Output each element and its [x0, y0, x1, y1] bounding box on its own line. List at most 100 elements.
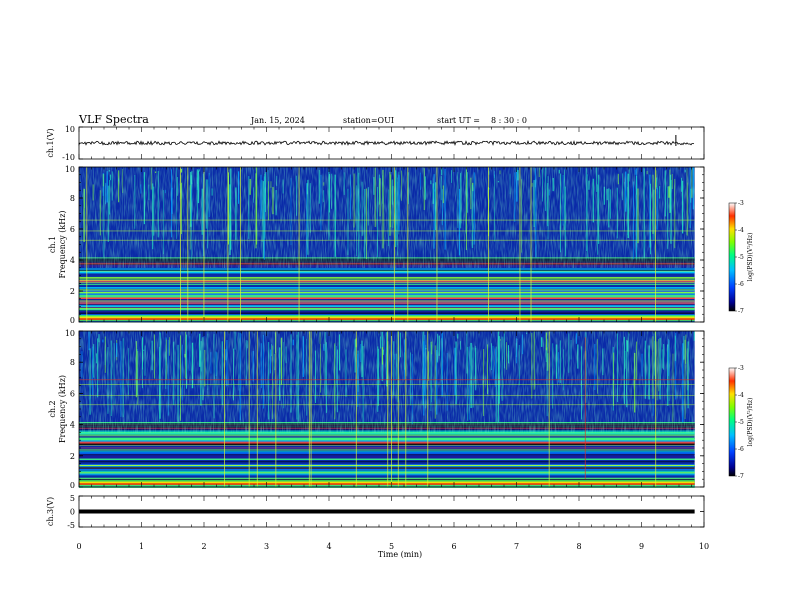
- colorbar-tick-label: -3: [738, 200, 744, 207]
- tone-line: [79, 404, 695, 406]
- y-tick-label: -5: [67, 521, 75, 530]
- y-axis-label-line: ch.1: [48, 236, 57, 253]
- y-axis-label: ch.1(V): [46, 128, 55, 157]
- spectral-band: [79, 289, 695, 291]
- spectral-band: [79, 437, 695, 441]
- ch1-waveform-panel: ch.1(V) 10 -10: [46, 125, 705, 162]
- spectral-band: [79, 457, 695, 461]
- y-tick-label: 6: [70, 389, 75, 398]
- ch3-waveform-panel: ch.3(V) 5 0 -5: [46, 494, 705, 530]
- low-freq-band: [79, 483, 695, 486]
- ch1-waveform-trace: [78, 140, 695, 147]
- tone-line: [79, 230, 695, 232]
- spectral-band: [79, 432, 695, 434]
- y-tick-label: 4: [70, 421, 75, 430]
- spectral-band: [79, 304, 695, 307]
- tone-line: [79, 280, 695, 281]
- noise-texture: [79, 167, 695, 268]
- colorbar-tick-label: -5: [738, 254, 744, 261]
- colorbar-tick-label: -7: [738, 308, 744, 315]
- spectral-band: [79, 292, 695, 294]
- spectral-band: [79, 297, 695, 300]
- y-axis-label: ch.1Frequency (kHz): [48, 210, 67, 278]
- x-tick-label: 10: [699, 542, 709, 551]
- tone-line: [79, 435, 695, 437]
- y-tick-label: 8: [70, 194, 75, 203]
- spectral-band: [79, 474, 695, 476]
- x-tick-label: 6: [451, 542, 456, 551]
- spectral-band: [79, 284, 695, 286]
- spectral-band: [79, 461, 695, 463]
- y-axis-label: ch.2Frequency (kHz): [48, 375, 67, 443]
- y-tick-label: -10: [62, 153, 75, 162]
- y-axis-label-line: ch.2: [48, 400, 57, 417]
- ch2-colorbar: -3 -4 -5 -6 -7 log(PSD)(V²/Hz): [728, 365, 754, 480]
- tone-line: [79, 219, 695, 221]
- y-tick-label: 2: [70, 287, 75, 296]
- colorbar-tick-label: -7: [738, 473, 744, 480]
- colorbar-tick-label: -6: [738, 281, 744, 288]
- date-label: Jan. 15, 2024: [250, 116, 305, 125]
- noise-texture: [79, 331, 695, 433]
- spectral-band: [79, 457, 695, 459]
- y-axis-label: ch.3(V): [46, 497, 55, 526]
- time-axis: 0 1 2 3 4 5 6 7 8 9 10: [76, 542, 709, 551]
- spectral-band: [79, 280, 695, 283]
- tone-line: [79, 444, 695, 446]
- spectral-band: [79, 304, 695, 306]
- spectral-band: [79, 472, 695, 475]
- tone-line: [79, 300, 695, 302]
- spectral-band: [79, 303, 695, 305]
- y-tick-label: 0: [70, 481, 75, 490]
- spectral-band: [79, 447, 695, 449]
- spectral-band: [79, 468, 695, 470]
- spectral-band: [79, 287, 695, 289]
- ch1-spectrogram-panel: ch.1Frequency (kHz) 0 2 4 6 8 10: [48, 165, 705, 325]
- x-tick-label: 3: [264, 542, 269, 551]
- spectral-band: [79, 293, 695, 295]
- x-tick-label: 7: [514, 542, 519, 551]
- spectral-band: [79, 312, 695, 314]
- spectral-band: [79, 301, 695, 304]
- y-axis-label-line: Frequency (kHz): [58, 375, 67, 443]
- colorbar-tick-label: -3: [738, 365, 744, 372]
- spectral-band: [79, 281, 695, 284]
- spectral-band: [79, 477, 695, 479]
- y-tick-label: 10: [65, 125, 75, 134]
- colorbar-scale: [728, 367, 736, 477]
- spectral-band: [79, 294, 695, 297]
- colorbar-tick-label: -5: [738, 419, 744, 426]
- colorbar-scale: [728, 202, 736, 312]
- x-tick-label: 5: [389, 542, 394, 551]
- x-axis-label: Time (min): [378, 550, 422, 559]
- spectral-band: [79, 452, 695, 455]
- start-ut-label: start UT =: [437, 116, 480, 125]
- low-freq-band: [79, 481, 695, 484]
- y-tick-label: 2: [70, 452, 75, 461]
- spectral-band: [79, 465, 695, 468]
- x-tick-label: 9: [639, 542, 644, 551]
- y-tick-label: 0: [70, 316, 75, 325]
- start-ut-value: 8 : 30 : 0: [491, 116, 527, 125]
- low-freq-band: [79, 316, 695, 319]
- spectral-band: [79, 276, 695, 279]
- spectral-band: [79, 307, 695, 311]
- spectral-band: [79, 282, 695, 284]
- x-tick-label: 1: [139, 542, 144, 551]
- y-tick-label: 4: [70, 256, 75, 265]
- tone-line: [79, 394, 695, 396]
- colorbar-tick-label: -6: [738, 446, 744, 453]
- low-freq-band: [79, 318, 695, 321]
- spectral-band: [79, 468, 695, 470]
- spectral-band: [79, 449, 695, 451]
- y-tick-label: 5: [70, 494, 75, 503]
- spectral-band: [79, 271, 695, 273]
- y-axis-label-line: Frequency (kHz): [58, 210, 67, 278]
- y-tick-label: 8: [70, 358, 75, 367]
- station-label: station=OUI: [343, 116, 394, 125]
- x-tick-label: 4: [326, 542, 331, 551]
- spectral-band: [79, 268, 695, 270]
- spectral-band: [79, 277, 695, 281]
